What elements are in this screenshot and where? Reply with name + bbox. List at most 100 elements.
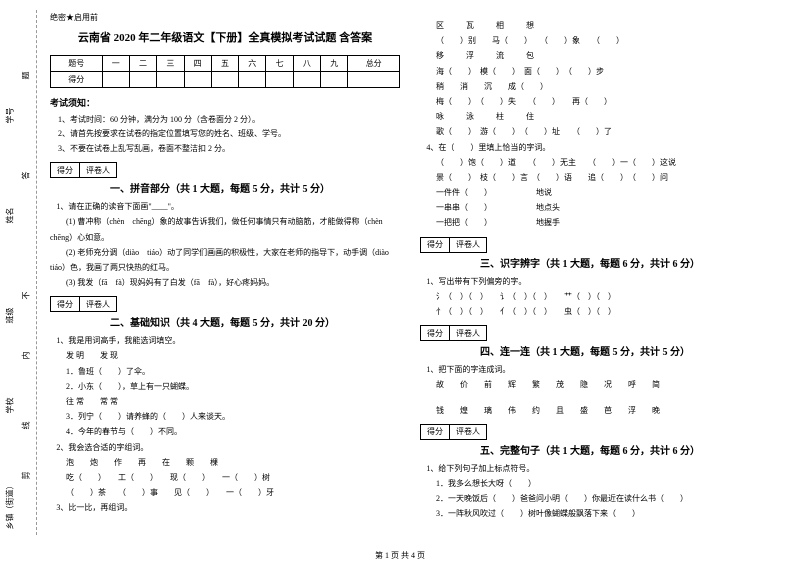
r-l2: 景（ ） 枝（ ）言 （ ）语 追（ ） （ ）问 xyxy=(420,170,770,185)
p3-row: 氵（ ）（ ） 讠（ ）（ ） 艹（ ）（ ） xyxy=(420,289,770,304)
p2-row1: 泡 炮 作 再 在 颗 棵 xyxy=(50,455,400,470)
p3-row2: 忄（ ）（ ） 亻（ ）（ ） 虫（ ）（ ） xyxy=(420,304,770,319)
right-column: 区 瓦 相 想 （ ）别 马（ ） （ ）象 （ ） 移 浮 流 包 海（ ） … xyxy=(410,12,780,541)
margin-ans: 答 xyxy=(21,172,32,180)
r5: 稍 消 沉 成（ ） xyxy=(420,79,770,94)
grader-label: 评卷人 xyxy=(450,325,487,341)
r1: 区 瓦 相 想 xyxy=(420,18,770,33)
part2-body: 1、我是用词高手，我能选词填空。 发 明 发 现 1．鲁班（ ）了伞。 2．小东… xyxy=(50,333,400,515)
r6: 梅（ ） （ ）失 （ ） 再（ ） xyxy=(420,94,770,109)
margin-ti: 题 xyxy=(21,72,32,80)
r3: 移 浮 流 包 xyxy=(420,48,770,63)
score-label: 得分 xyxy=(420,237,450,253)
p1-q1b: (2) 老师充分调（diào tiáo）动了同学们画画的积极性，大家在老师的指导… xyxy=(50,245,400,275)
grader-label: 评卷人 xyxy=(450,424,487,440)
p2-q3: 3、比一比，再组词。 xyxy=(50,500,400,515)
p5-b: 2．一天晚饭后（ ）爸爸问小明（ ）你最近在读什么书（ ） xyxy=(420,491,770,506)
p2-a: 1．鲁班（ ）了伞。 xyxy=(50,364,400,379)
notice-2: 2、请首先按要求在试卷的指定位置填写您的姓名、班级、学号。 xyxy=(50,127,400,141)
p4-row1: 故 价 前 辉 繁 茂 隐 况 呼 简 xyxy=(420,377,770,392)
grader-label: 评卷人 xyxy=(450,237,487,253)
th-0: 题号 xyxy=(51,56,103,72)
notice-block: 1、考试时间：60 分钟，满分为 100 分（含卷面分 2 分）。 2、请首先按… xyxy=(50,113,400,156)
p5-c: 3．一阵秋风吹过（ ）树叶像蝴蝶般飘落下来（ ） xyxy=(420,506,770,521)
p2-line2: 往 常 常 常 xyxy=(50,394,400,409)
p5-a: 1．我多么想长大呀（ ） xyxy=(420,476,770,491)
r-q4: 4、在（ ）里填上恰当的字词。 xyxy=(420,140,770,155)
scorebox-2: 得分 评卷人 xyxy=(50,296,400,312)
p2-q1: 1、我是用词高手，我能选词填空。 xyxy=(50,333,400,348)
p5-q1: 1、给下列句子加上标点符号。 xyxy=(420,461,770,476)
r-l4: 一串串（ ） 地点头 xyxy=(420,200,770,215)
th-7: 七 xyxy=(266,56,293,72)
binding-margin: 乡镇（街道） 学校 班级 姓名 学号 剪 线 内 不 答 题 xyxy=(0,0,40,545)
th-5: 五 xyxy=(211,56,238,72)
p2-d: 4．今年的春节与（ ）不同。 xyxy=(50,424,400,439)
secret-label: 绝密★启用前 xyxy=(50,12,400,23)
p2-c: 3．列宁（ ）请养蜂的（ ）人来谈天。 xyxy=(50,409,400,424)
grader-label: 评卷人 xyxy=(80,296,117,312)
p3-q1: 1、写出带有下列偏旁的字。 xyxy=(420,274,770,289)
score-header-row: 题号 一 二 三 四 五 六 七 八 九 总分 xyxy=(51,56,400,72)
r-l1: （ ）饱（ ）道 （ ）无主 （ ）一（ ）这说 xyxy=(420,155,770,170)
part3-title: 三、识字辨字（共 1 大题，每题 6 分，共计 6 分） xyxy=(420,255,770,270)
score-label: 得分 xyxy=(50,296,80,312)
p1-q1c: (3) 我发（fā fà）现妈妈有了白发（fā fà），好心疼妈妈。 xyxy=(50,275,400,290)
part3-body: 1、写出带有下列偏旁的字。 氵（ ）（ ） 讠（ ）（ ） 艹（ ）（ ） 忄（… xyxy=(420,274,770,320)
r2: （ ）别 马（ ） （ ）象 （ ） xyxy=(420,33,770,48)
part1-body: 1、请在正确的读音下面画"____"。 (1) 曹冲称（chèn chēng）象… xyxy=(50,199,400,290)
part4-body: 1、把下面的字连成词。 故 价 前 辉 繁 茂 隐 况 呼 简 钱 煌 璃 伟 … xyxy=(420,362,770,418)
exam-title: 云南省 2020 年二年级语文【下册】全真模拟考试试题 含答案 xyxy=(50,29,400,45)
score-table: 题号 一 二 三 四 五 六 七 八 九 总分 得分 xyxy=(50,55,400,88)
p2-row3: （ ）茶 （ ）事 见（ ） 一（ ）牙 xyxy=(50,485,400,500)
margin-township: 乡镇（街道） xyxy=(5,482,16,530)
score-value-row: 得分 xyxy=(51,72,400,88)
td-label: 得分 xyxy=(51,72,103,88)
margin-cut: 剪 xyxy=(21,472,32,480)
scorebox-1: 得分 评卷人 xyxy=(50,162,400,178)
part4-title: 四、连一连（共 1 大题，每题 5 分，共计 5 分） xyxy=(420,343,770,358)
p1-q1: 1、请在正确的读音下面画"____"。 xyxy=(50,199,400,214)
th-6: 六 xyxy=(239,56,266,72)
margin-line: 线 xyxy=(21,422,32,430)
th-2: 二 xyxy=(129,56,156,72)
margin-school: 学校 xyxy=(5,398,16,414)
r4: 海（ ） 模（ ） 面（ ） （ ）步 xyxy=(420,64,770,79)
grader-label: 评卷人 xyxy=(80,162,117,178)
part5-body: 1、给下列句子加上标点符号。 1．我多么想长大呀（ ） 2．一天晚饭后（ ）爸爸… xyxy=(420,461,770,522)
part2-title: 二、基础知识（共 4 大题，每题 5 分，共计 20 分） xyxy=(50,314,400,329)
p1-q1a: (1) 曹冲称（chèn chēng）象的故事告诉我们，做任何事情只有动脑筋，才… xyxy=(50,214,400,244)
th-1: 一 xyxy=(102,56,129,72)
margin-name: 姓名 xyxy=(5,208,16,224)
th-10: 总分 xyxy=(348,56,400,72)
margin-in: 内 xyxy=(21,352,32,360)
p4-q1: 1、把下面的字连成词。 xyxy=(420,362,770,377)
p2-q2: 2、我会选合适的字组词。 xyxy=(50,440,400,455)
p2-line1: 发 明 发 现 xyxy=(50,348,400,363)
th-9: 九 xyxy=(321,56,348,72)
exam-page: 绝密★启用前 云南省 2020 年二年级语文【下册】全真模拟考试试题 含答案 题… xyxy=(0,0,800,545)
th-3: 三 xyxy=(157,56,184,72)
left-column: 绝密★启用前 云南省 2020 年二年级语文【下册】全真模拟考试试题 含答案 题… xyxy=(40,12,410,541)
scorebox-3: 得分 评卷人 xyxy=(420,237,770,253)
score-label: 得分 xyxy=(50,162,80,178)
r7: 咏 泳 柱 住 xyxy=(420,109,770,124)
part1-title: 一、拼音部分（共 1 大题，每题 5 分，共计 5 分） xyxy=(50,180,400,195)
r-l3: 一件件（ ） 地说 xyxy=(420,185,770,200)
scorebox-4: 得分 评卷人 xyxy=(420,325,770,341)
score-label: 得分 xyxy=(420,424,450,440)
notice-1: 1、考试时间：60 分钟，满分为 100 分（含卷面分 2 分）。 xyxy=(50,113,400,127)
r-l5: 一把把（ ） 地握手 xyxy=(420,215,770,230)
notice-title: 考试须知： xyxy=(50,96,400,109)
margin-class: 班级 xyxy=(5,308,16,324)
th-4: 四 xyxy=(184,56,211,72)
p2-b: 2．小东（ ），草上有一只蝴蝶。 xyxy=(50,379,400,394)
right-top: 区 瓦 相 想 （ ）别 马（ ） （ ）象 （ ） 移 浮 流 包 海（ ） … xyxy=(420,18,770,231)
notice-3: 3、不要在试卷上乱写乱画，卷面不整洁扣 2 分。 xyxy=(50,142,400,156)
score-label: 得分 xyxy=(420,325,450,341)
page-footer: 第 1 页 共 4 页 xyxy=(0,550,800,561)
th-8: 八 xyxy=(293,56,320,72)
part5-title: 五、完整句子（共 1 大题，每题 6 分，共计 6 分） xyxy=(420,442,770,457)
p4-row2: 钱 煌 璃 伟 约 且 盛 芭 浮 晚 xyxy=(420,403,770,418)
scorebox-5: 得分 评卷人 xyxy=(420,424,770,440)
